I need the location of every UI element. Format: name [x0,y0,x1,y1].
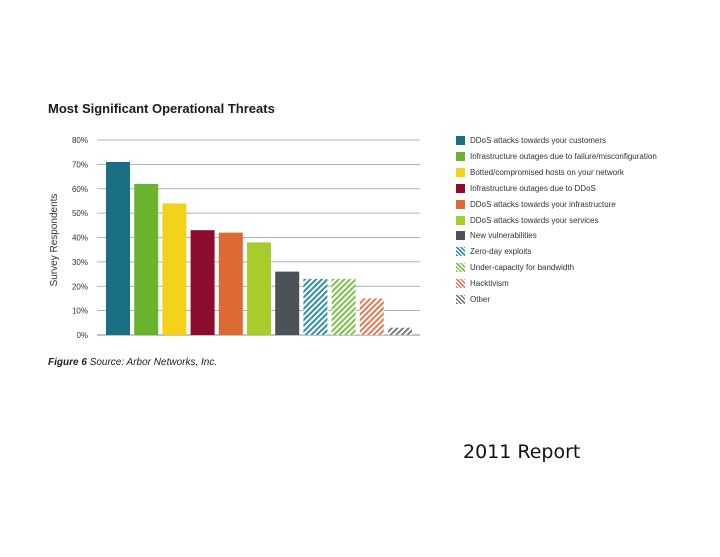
legend-label: DDoS attacks towards your infrastructure [470,199,616,209]
legend-swatch [456,263,465,273]
legend-swatch [456,215,465,225]
legend-swatch [456,295,465,304]
legend-swatch [456,231,465,241]
legend-label: Infrastructure outages due to failure/mi… [470,151,657,161]
legend-label: Zero-day exploits [470,247,532,257]
chart-title: Most Significant Operational Threats [48,101,275,116]
y-tick-label: 80% [72,136,88,145]
bar-7 [275,271,300,335]
bar-10 [359,298,384,335]
legend-label: Other [470,295,491,304]
y-tick-label: 40% [72,234,88,243]
report-year-label: 2011 Report [463,441,581,463]
figure-label: Figure 6 [48,357,87,368]
figure-caption: Figure 6 Source: Arbor Networks, Inc. [48,357,217,368]
legend-swatch [456,151,465,161]
legend-label: DDoS attacks towards your customers [470,136,607,145]
y-tick-label: 60% [72,185,88,194]
legend-swatch [456,136,465,145]
y-tick-label: 70% [72,160,88,169]
bar-6 [247,242,271,335]
legend-label: DDoS attacks towards your services [470,215,599,225]
bar-4 [190,230,215,335]
legend-label: New vulnerabilities [470,231,537,241]
bar-5 [218,232,243,335]
legend-swatch [456,167,465,177]
legend-label: Infrastructure outages due to DDoS [470,183,596,193]
bar-3 [162,203,187,335]
bar-8 [303,278,328,335]
y-tick-label: 30% [72,258,88,267]
y-tick-label: 10% [72,307,88,316]
bar-11 [388,327,412,335]
legend-swatch [456,183,465,193]
bar-2 [134,183,159,335]
y-tick-label: 20% [72,282,88,291]
legend-label: Botted/compromised hosts on your network [470,167,624,177]
legend-swatch [456,199,465,209]
legend-label: Hacktivism [470,279,509,289]
legend-label: Under-capacity for bandwidth [470,263,575,273]
legend-swatch [456,247,465,257]
y-tick-label: 0% [76,331,88,340]
figure-source: Source: Arbor Networks, Inc. [89,357,218,368]
bar-9 [331,278,356,335]
bar-1 [106,161,130,335]
y-tick-label: 50% [72,209,88,218]
y-axis-label: Survey Respondents [49,194,60,287]
legend-swatch [456,279,465,289]
